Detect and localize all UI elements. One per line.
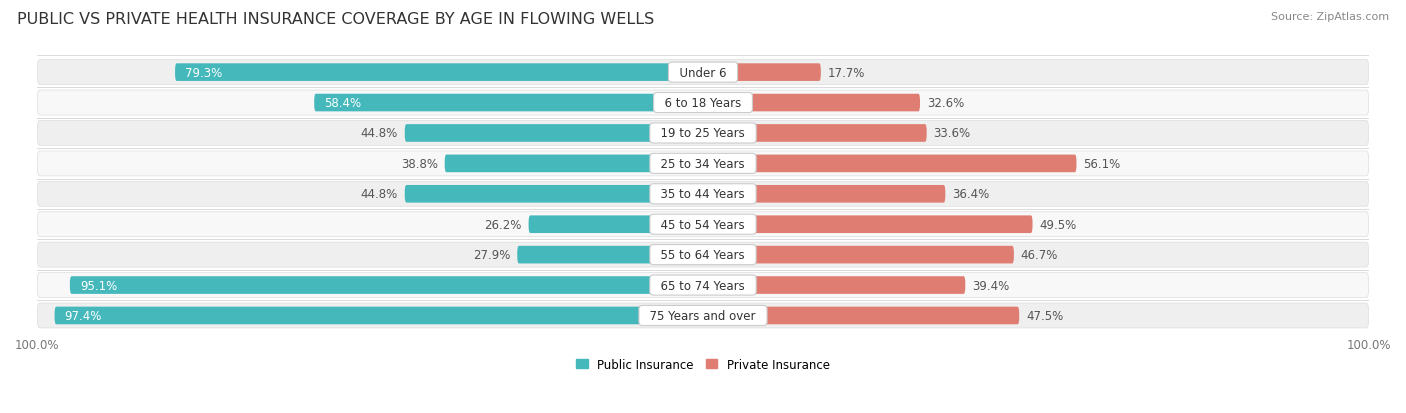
FancyBboxPatch shape: [176, 64, 703, 82]
FancyBboxPatch shape: [37, 212, 1369, 237]
Text: Source: ZipAtlas.com: Source: ZipAtlas.com: [1271, 12, 1389, 22]
Text: 56.1%: 56.1%: [1083, 157, 1121, 171]
FancyBboxPatch shape: [405, 125, 703, 142]
Text: 95.1%: 95.1%: [80, 279, 117, 292]
Text: PUBLIC VS PRIVATE HEALTH INSURANCE COVERAGE BY AGE IN FLOWING WELLS: PUBLIC VS PRIVATE HEALTH INSURANCE COVER…: [17, 12, 654, 27]
FancyBboxPatch shape: [37, 273, 1369, 298]
FancyBboxPatch shape: [703, 64, 821, 82]
FancyBboxPatch shape: [37, 121, 1369, 146]
FancyBboxPatch shape: [405, 185, 703, 203]
FancyBboxPatch shape: [703, 125, 927, 142]
FancyBboxPatch shape: [703, 277, 966, 294]
Text: 35 to 44 Years: 35 to 44 Years: [654, 188, 752, 201]
Text: 38.8%: 38.8%: [401, 157, 439, 171]
Text: Under 6: Under 6: [672, 66, 734, 79]
FancyBboxPatch shape: [37, 152, 1369, 176]
Text: 44.8%: 44.8%: [361, 127, 398, 140]
FancyBboxPatch shape: [55, 307, 703, 325]
FancyBboxPatch shape: [444, 155, 703, 173]
Text: 65 to 74 Years: 65 to 74 Years: [654, 279, 752, 292]
Text: 58.4%: 58.4%: [325, 97, 361, 110]
FancyBboxPatch shape: [70, 277, 703, 294]
FancyBboxPatch shape: [37, 242, 1369, 268]
Text: 32.6%: 32.6%: [927, 97, 965, 110]
Text: 55 to 64 Years: 55 to 64 Years: [654, 249, 752, 261]
FancyBboxPatch shape: [703, 95, 920, 112]
Text: 39.4%: 39.4%: [972, 279, 1010, 292]
Text: 19 to 25 Years: 19 to 25 Years: [654, 127, 752, 140]
FancyBboxPatch shape: [517, 246, 703, 264]
FancyBboxPatch shape: [37, 91, 1369, 116]
Text: 47.5%: 47.5%: [1026, 309, 1063, 322]
FancyBboxPatch shape: [703, 246, 1014, 264]
Text: 46.7%: 46.7%: [1021, 249, 1057, 261]
FancyBboxPatch shape: [37, 303, 1369, 328]
Text: 75 Years and over: 75 Years and over: [643, 309, 763, 322]
Text: 49.5%: 49.5%: [1039, 218, 1077, 231]
FancyBboxPatch shape: [37, 61, 1369, 85]
Legend: Public Insurance, Private Insurance: Public Insurance, Private Insurance: [576, 358, 830, 371]
Text: 17.7%: 17.7%: [828, 66, 865, 79]
FancyBboxPatch shape: [703, 155, 1077, 173]
Text: 33.6%: 33.6%: [934, 127, 970, 140]
Text: 97.4%: 97.4%: [65, 309, 101, 322]
FancyBboxPatch shape: [703, 307, 1019, 325]
Text: 25 to 34 Years: 25 to 34 Years: [654, 157, 752, 171]
FancyBboxPatch shape: [703, 216, 1032, 233]
Text: 27.9%: 27.9%: [474, 249, 510, 261]
Text: 6 to 18 Years: 6 to 18 Years: [657, 97, 749, 110]
Text: 36.4%: 36.4%: [952, 188, 990, 201]
Text: 26.2%: 26.2%: [485, 218, 522, 231]
Text: 44.8%: 44.8%: [361, 188, 398, 201]
Text: 45 to 54 Years: 45 to 54 Years: [654, 218, 752, 231]
Text: 79.3%: 79.3%: [186, 66, 222, 79]
FancyBboxPatch shape: [703, 185, 945, 203]
FancyBboxPatch shape: [37, 182, 1369, 207]
FancyBboxPatch shape: [529, 216, 703, 233]
FancyBboxPatch shape: [314, 95, 703, 112]
